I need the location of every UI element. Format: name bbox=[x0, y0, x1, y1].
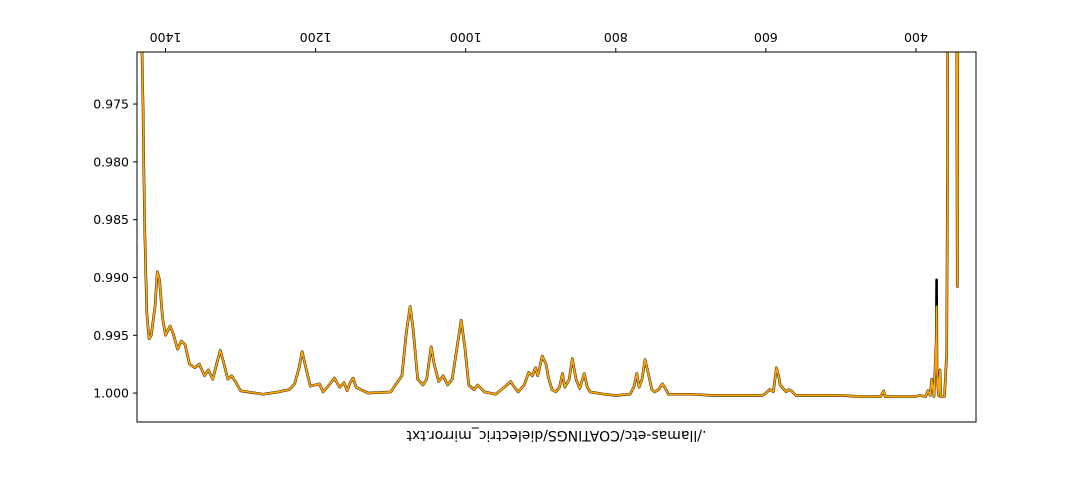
plot-frame bbox=[136, 51, 977, 423]
series-line-2 bbox=[141, 52, 959, 398]
x-axis-label: ./llamas-etc/COATINGS/dielectric_mirror.… bbox=[406, 427, 706, 443]
x-tick-label: 600 bbox=[754, 30, 778, 45]
x-tick-label: 1000 bbox=[450, 30, 482, 45]
y-tick-label: 1.000 bbox=[93, 386, 129, 401]
x-axis: 400 600 800 1000 1200 1400 bbox=[150, 30, 928, 52]
series-layer bbox=[140, 52, 960, 398]
y-tick-label: 0.975 bbox=[93, 97, 129, 112]
y-tick-label: 0.995 bbox=[93, 328, 129, 343]
y-tick-label: 0.985 bbox=[93, 212, 129, 227]
y-tick-label: 0.980 bbox=[93, 154, 129, 169]
x-tick-label: 1400 bbox=[150, 30, 182, 45]
y-axis: 0.975 0.980 0.985 0.990 0.995 1.000 bbox=[93, 97, 137, 401]
y-tick-label: 0.990 bbox=[93, 270, 129, 285]
x-tick-label: 1200 bbox=[300, 30, 332, 45]
x-tick-label: 400 bbox=[904, 30, 928, 45]
x-tick-label: 800 bbox=[604, 30, 628, 45]
